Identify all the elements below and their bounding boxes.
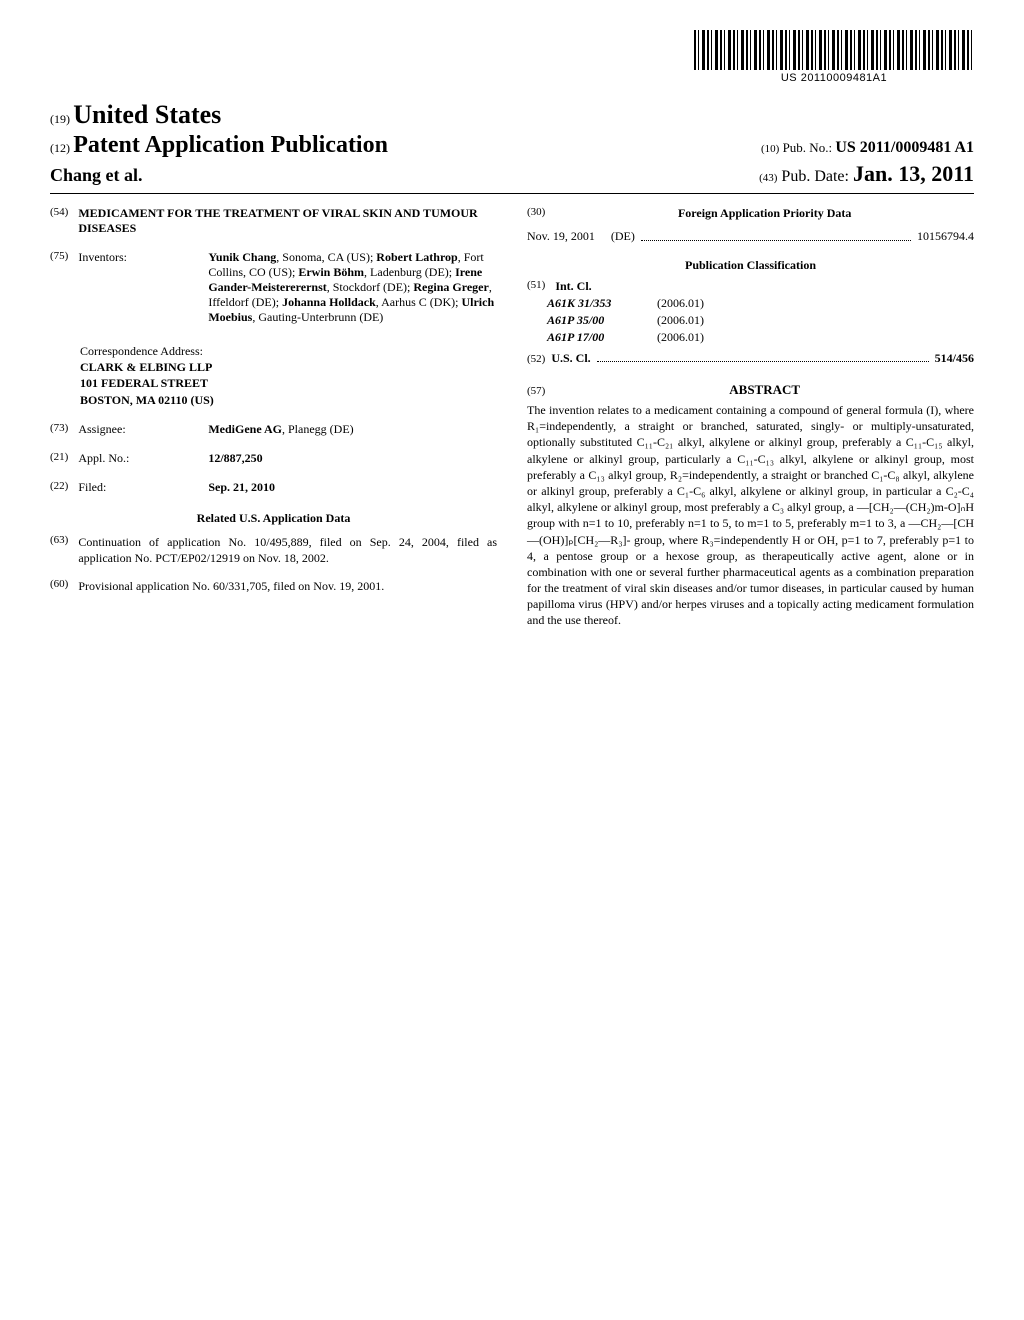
related-63-text: Continuation of application No. 10/495,8… (78, 534, 497, 566)
filed-value: Sep. 21, 2010 (208, 480, 497, 495)
inventors-label: Inventors: (78, 250, 198, 325)
country-name: United States (73, 100, 221, 129)
pubno-prefix: (10) (761, 143, 779, 155)
header-block: (19) United States (12) Patent Applicati… (50, 100, 974, 187)
horizontal-rule (50, 193, 974, 194)
pubno: US 2011/0009481 A1 (835, 139, 974, 156)
dots-leader (641, 229, 911, 241)
uscl-prefix: (52) (527, 353, 545, 365)
pubno-label: Pub. No.: (783, 140, 832, 155)
filed-prefix: (22) (50, 480, 68, 495)
foreign-date: Nov. 19, 2001 (527, 229, 595, 244)
intcl-code-2: A61P 17/00 (527, 330, 657, 345)
abstract-prefix: (57) (527, 385, 545, 397)
inventors-list: Yunik Chang, Sonoma, CA (US); Robert Lat… (208, 250, 497, 325)
barcode-block: US 20110009481A1 (694, 30, 974, 84)
foreign-prefix: (30) (527, 206, 545, 221)
foreign-country: (DE) (611, 229, 635, 244)
abstract-title: ABSTRACT (555, 382, 974, 398)
applno-value: 12/887,250 (208, 451, 497, 466)
correspondence-line-2: BOSTON, MA 02110 (US) (80, 392, 497, 408)
dots-leader-2 (597, 361, 929, 362)
pubtype: Patent Application Publication (73, 132, 388, 158)
applno-label: Appl. No.: (78, 451, 198, 466)
authors-line: Chang et al. (50, 165, 143, 186)
foreign-title: Foreign Application Priority Data (555, 206, 974, 221)
intcl-year-2: (2006.01) (657, 330, 704, 345)
intcl-code-1: A61P 35/00 (527, 313, 657, 328)
assignee-prefix: (73) (50, 422, 68, 437)
filed-label: Filed: (78, 480, 198, 495)
correspondence-line-0: CLARK & ELBING LLP (80, 359, 497, 375)
foreign-number: 10156794.4 (917, 229, 974, 244)
assignee-loc: , Planegg (DE) (282, 422, 354, 436)
related-title: Related U.S. Application Data (50, 511, 497, 526)
invention-title: MEDICAMENT FOR THE TREATMENT OF VIRAL SK… (78, 206, 497, 236)
intcl-code-0: A61K 31/353 (527, 296, 657, 311)
pubclass-title: Publication Classification (527, 258, 974, 273)
applno-prefix: (21) (50, 451, 68, 466)
intcl-year-0: (2006.01) (657, 296, 704, 311)
correspondence-line-1: 101 FEDERAL STREET (80, 375, 497, 391)
intcl-label: Int. Cl. (555, 279, 591, 294)
inventors-prefix: (75) (50, 250, 68, 325)
left-column: (54) MEDICAMENT FOR THE TREATMENT OF VIR… (50, 206, 497, 629)
related-63-prefix: (63) (50, 534, 68, 566)
intcl-prefix: (51) (527, 279, 545, 294)
correspondence-label: Correspondence Address: (80, 343, 497, 359)
pubdate-prefix: (43) (759, 172, 777, 184)
assignee-value: MediGene AG, Planegg (DE) (208, 422, 497, 437)
title-prefix: (54) (50, 206, 68, 236)
main-columns: (54) MEDICAMENT FOR THE TREATMENT OF VIR… (50, 206, 974, 629)
intcl-year-1: (2006.01) (657, 313, 704, 328)
uscl-value: 514/456 (935, 351, 974, 366)
pubtype-prefix: (12) (50, 141, 70, 155)
assignee-name: MediGene AG (208, 422, 282, 436)
abstract-body: The invention relates to a medicament co… (527, 402, 974, 629)
pubdate: Jan. 13, 2011 (853, 161, 974, 186)
pubdate-label: Pub. Date: (781, 168, 849, 185)
right-column: (30) Foreign Application Priority Data N… (527, 206, 974, 629)
related-60-text: Provisional application No. 60/331,705, … (78, 578, 384, 594)
barcode-graphic (694, 30, 974, 70)
related-60-prefix: (60) (50, 578, 68, 594)
barcode-number: US 20110009481A1 (694, 72, 974, 84)
uscl-label: U.S. Cl. (551, 351, 590, 366)
assignee-label: Assignee: (78, 422, 198, 437)
country-prefix: (19) (50, 112, 70, 126)
